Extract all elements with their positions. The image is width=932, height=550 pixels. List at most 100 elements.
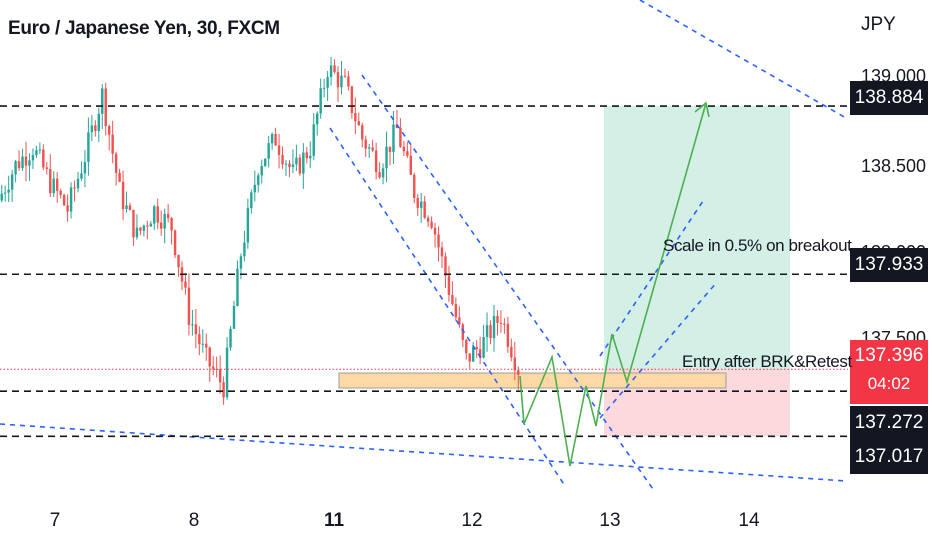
price-axis-label: 138.500 [861, 156, 927, 176]
candle-body [437, 234, 440, 248]
candle-body [423, 201, 426, 218]
candle-body [361, 125, 364, 140]
trendline [329, 127, 566, 487]
candle-body [329, 65, 333, 78]
candle-body [76, 178, 80, 189]
candle-body [433, 227, 437, 235]
projected-path [519, 101, 710, 467]
candle-body [381, 168, 385, 178]
candle-body [444, 256, 447, 276]
candle-body [378, 172, 381, 178]
candle-body [156, 206, 159, 223]
candle-body [59, 190, 62, 195]
trendline [361, 74, 656, 493]
candle-body [406, 151, 409, 156]
candle-body [184, 281, 187, 288]
candle-body [163, 214, 166, 229]
candle-body [451, 294, 454, 305]
candle-body [97, 113, 101, 131]
candle-body [440, 247, 444, 257]
candle-body [253, 184, 257, 193]
candle-body [52, 178, 55, 194]
candle-body [42, 149, 45, 168]
candle-body [302, 152, 305, 174]
candle-body [419, 201, 423, 208]
candle-body [101, 88, 104, 114]
candle-body [315, 113, 319, 125]
candle-body [28, 160, 31, 166]
candle-body [229, 328, 232, 348]
candle-body [499, 322, 503, 324]
candle-body [132, 209, 135, 238]
candle-body [125, 205, 128, 210]
candle-body [35, 150, 38, 156]
date-axis-label: 7 [49, 510, 61, 531]
candle-body [263, 158, 267, 166]
candle-body [159, 222, 163, 229]
candle-body [274, 133, 277, 146]
candle-body [475, 347, 478, 350]
date-axis-label: 11 [323, 510, 345, 531]
trendlines [0, 0, 847, 493]
candle-body [142, 225, 146, 231]
candle-body [260, 165, 263, 176]
candle-body [218, 369, 222, 383]
candle-body [454, 304, 458, 318]
candle-body [267, 143, 270, 159]
date-axis-label: 13 [599, 510, 621, 531]
candle-body [468, 353, 471, 362]
date-axis-label: 14 [738, 510, 760, 531]
candle-body [201, 343, 205, 345]
candle-body [121, 181, 125, 210]
date-axis-label: 8 [188, 510, 200, 531]
candle-body [111, 134, 114, 154]
candle-body [413, 174, 416, 198]
candle-body [336, 72, 340, 88]
candle-body [208, 347, 211, 367]
candle-body [482, 337, 485, 358]
date-axis-label: 12 [461, 510, 483, 531]
candle-body [222, 382, 225, 398]
candle-body [45, 167, 49, 169]
candle-body [492, 316, 496, 339]
candle-body [166, 214, 170, 219]
candle-body [322, 87, 326, 89]
candle-body [104, 88, 107, 127]
candle-body [177, 255, 180, 268]
candle-body [416, 197, 419, 208]
entry-annotation: Entry after BRK&Retest [682, 352, 852, 371]
candle-body [458, 317, 461, 325]
candle-body [24, 156, 28, 166]
candle-body [139, 227, 142, 231]
candle-body [3, 192, 7, 194]
candle-body [298, 157, 302, 174]
candle-body [485, 325, 489, 338]
candle-body [232, 305, 236, 329]
candle-body [385, 146, 388, 169]
candle-body [374, 150, 378, 173]
candle-body [513, 357, 517, 371]
entry-zone [338, 372, 727, 389]
trendline [639, 0, 847, 119]
candle-body [69, 187, 73, 212]
candle-body [149, 223, 153, 227]
candle-body [447, 275, 451, 295]
candle-body [114, 153, 118, 173]
candle-body [291, 164, 295, 168]
candle-body [73, 187, 76, 189]
candle-body [211, 366, 215, 369]
price-level-label: 137.017 [850, 440, 928, 474]
candle-body [333, 65, 336, 73]
candle-body [392, 124, 395, 153]
candle-body [399, 127, 402, 147]
candle-body [510, 346, 513, 358]
candle-body [236, 268, 239, 306]
candle-body [319, 88, 322, 114]
candle-body [343, 75, 347, 77]
candlesticks [0, 56, 520, 405]
candle-body [205, 343, 208, 348]
price-level-label: 137.272 [850, 406, 928, 440]
candle-body [309, 155, 312, 159]
candle-body [38, 149, 42, 151]
